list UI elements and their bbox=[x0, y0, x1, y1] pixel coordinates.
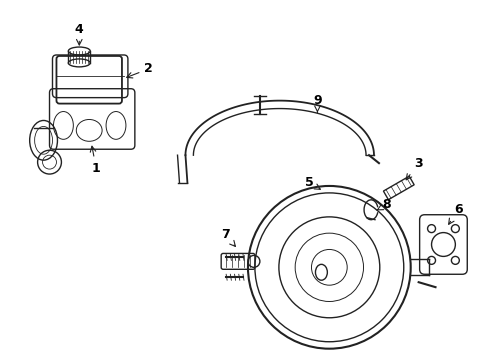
Text: 7: 7 bbox=[220, 228, 235, 247]
Text: 9: 9 bbox=[312, 94, 321, 113]
Text: 6: 6 bbox=[448, 203, 462, 224]
Text: 8: 8 bbox=[376, 198, 390, 211]
Text: 3: 3 bbox=[406, 157, 422, 180]
Text: 1: 1 bbox=[90, 146, 101, 175]
Text: 4: 4 bbox=[75, 23, 83, 45]
Text: 5: 5 bbox=[305, 176, 320, 189]
Text: 2: 2 bbox=[126, 62, 153, 78]
